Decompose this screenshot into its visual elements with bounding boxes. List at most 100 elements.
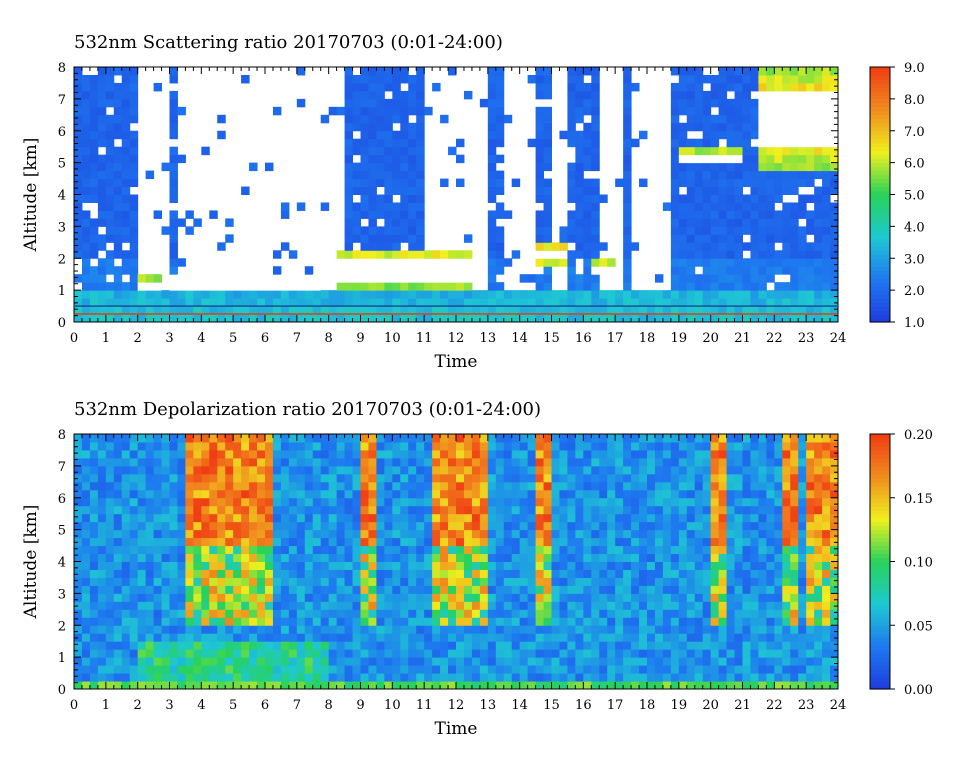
heatmap-cell [830,274,839,283]
heatmap-cell [153,641,163,650]
heatmap-cell [495,649,505,658]
heatmap-cell [814,250,823,259]
heatmap-cell [702,537,712,547]
heatmap-cell [734,545,743,555]
heatmap-cell [249,314,258,323]
heatmap-cell [424,537,433,547]
heatmap-cell [710,74,720,84]
heatmap-cell [296,314,306,323]
heatmap-cell [456,657,465,666]
heatmap-cell [280,601,290,610]
heatmap-cell [814,226,823,235]
heatmap-cell [822,218,831,227]
heatmap-cell [392,138,401,148]
heatmap-cell [591,218,600,227]
heatmap-cell [233,545,242,555]
heatmap-cell [782,154,791,164]
heatmap-cell [201,473,210,483]
heatmap-cell [623,649,632,658]
heatmap-cell [304,282,314,291]
heatmap-cell [408,202,417,211]
heatmap-cell [623,290,632,299]
heatmap-cell [742,529,751,539]
heatmap-cell [89,513,99,523]
heatmap-cell [790,114,799,124]
heatmap-cell [798,178,807,188]
heatmap-cell [766,122,775,132]
heatmap-cell [185,457,194,467]
heatmap-cell [654,434,664,443]
heatmap-cell [408,641,417,650]
heatmap-cell [798,274,807,283]
heatmap-cell [97,186,107,195]
heatmap-cell [177,529,186,539]
heatmap-cell [686,505,696,515]
heatmap-cell [456,314,465,323]
heatmap-cell [424,673,433,682]
heatmap-cell [758,82,767,92]
heatmap-cell [312,282,322,291]
heatmap-cell [448,561,457,570]
heatmap-cell [456,250,465,259]
heatmap-cell [352,258,361,267]
heatmap-cell [806,122,815,132]
heatmap-cell [543,601,552,610]
heatmap-cell [750,473,759,483]
heatmap-cell [368,186,377,195]
heatmap-cell [384,106,393,116]
heatmap-cell [535,537,545,547]
heatmap-cell [312,545,322,555]
heatmap-cell [265,441,274,451]
heatmap-cell [360,234,369,243]
heatmap-cell [272,489,282,499]
heatmap-cell [583,282,592,291]
heatmap-cell [265,473,274,483]
heatmap-cell [312,314,322,323]
heatmap-cell [734,601,743,610]
heatmap-cell [758,194,767,203]
heatmap-cell [694,617,704,626]
heatmap-cell [463,593,473,602]
heatmap-cell [352,633,361,642]
heatmap-cell [360,154,369,164]
heatmap-cell [495,122,505,132]
heatmap-cell [440,657,449,666]
heatmap-cell [710,601,720,610]
heatmap-cell [89,138,99,148]
heatmap-cell [567,457,576,467]
heatmap-cell [726,290,736,299]
heatmap-cell [352,250,361,259]
heatmap-cell [750,106,759,116]
heatmap-cell [830,130,839,140]
heatmap-cell [312,449,322,459]
heatmap-cell [137,577,147,586]
heatmap-cell [416,90,425,100]
heatmap-cell [400,250,409,259]
heatmap-cell [121,625,131,634]
heatmap-cell [734,434,743,443]
heatmap-cell [774,234,783,243]
heatmap-cell [81,681,91,690]
heatmap-cell [161,162,170,172]
heatmap-cell [193,282,202,291]
heatmap-cell [742,242,751,251]
heatmap-cell [352,98,361,108]
heatmap-cell [623,162,632,172]
heatmap-cell [678,649,688,658]
heatmap-cell [599,449,608,459]
heatmap-cell [129,266,139,275]
heatmap-cell [265,601,274,610]
heatmap-cell [758,202,767,211]
heatmap-cell [145,529,155,539]
heatmap-cell [591,138,600,148]
heatmap-cell [511,441,521,451]
heatmap-cell [384,306,393,315]
heatmap-cell [806,67,815,76]
heatmap-cell [352,170,361,180]
heatmap-cell [257,465,266,475]
heatmap-cell [479,673,489,682]
heatmap-cell [113,649,123,658]
heatmap-cell [487,290,497,299]
heatmap-cell [161,561,170,570]
heatmap-cell [209,657,218,666]
